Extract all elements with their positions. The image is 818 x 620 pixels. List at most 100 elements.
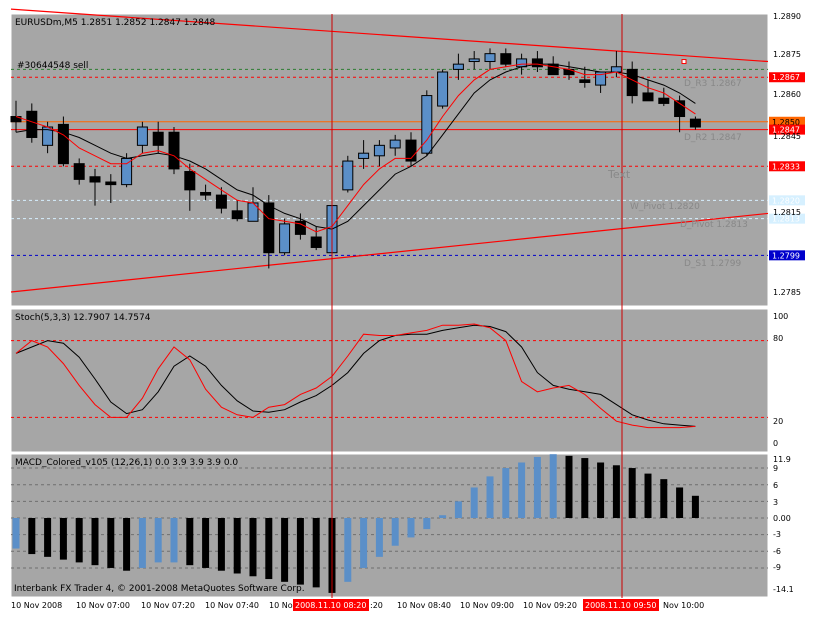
stoch-panel[interactable] <box>10 308 769 453</box>
bull-candle <box>358 152 370 159</box>
bull-candle <box>389 139 401 149</box>
macd-bar-up <box>549 454 557 518</box>
bear-candle <box>215 194 227 209</box>
macd-bar-down <box>107 518 115 568</box>
macd-bar-up <box>486 476 494 518</box>
macd-bar-up <box>454 501 462 518</box>
price-tag-label: 1.2867 <box>772 73 800 82</box>
price-axis-label: 1.2845 <box>773 132 801 141</box>
bear-candle <box>184 171 196 191</box>
bull-candle <box>136 126 148 146</box>
macd-bar-down <box>281 518 289 582</box>
bear-candle <box>689 118 701 128</box>
macd-bar-down <box>565 455 573 518</box>
macd-bar-down <box>265 518 273 580</box>
pivot-label-d-r3: D_R3 1.2867 <box>684 79 742 89</box>
price-panel[interactable] <box>10 13 769 307</box>
macd-bar-down <box>312 518 320 588</box>
bear-candle <box>579 79 591 83</box>
stoch-axis-label: 80 <box>773 334 783 343</box>
copyright-text: Interbank FX Trader 4, © 2001-2008 MetaQ… <box>14 584 305 594</box>
macd-axis-label: -14.1 <box>773 585 794 594</box>
price-axis-label: 1.2785 <box>773 288 801 297</box>
macd-axis-label: -9 <box>773 563 781 572</box>
macd-bar-down <box>202 518 210 568</box>
price-tag-label: 1.2833 <box>772 162 800 171</box>
macd-axis-label: 6 <box>773 481 778 490</box>
price-tag-label: 1.2847 <box>772 126 800 135</box>
bear-candle <box>642 92 654 102</box>
macd-bar-up <box>407 518 415 538</box>
macd-bar-up <box>502 468 510 518</box>
bear-candle <box>405 139 417 162</box>
bear-candle <box>674 100 686 118</box>
bull-candle <box>516 58 528 68</box>
bull-candle <box>421 95 433 154</box>
macd-bar-up <box>423 518 431 530</box>
macd-bar-up <box>375 518 383 557</box>
macd-bar-down <box>597 462 605 518</box>
moving-average-fast <box>15 63 696 233</box>
bear-candle <box>73 163 85 180</box>
price-tag-box <box>769 72 805 83</box>
macd-panel[interactable] <box>10 453 769 598</box>
bear-candle <box>500 53 512 65</box>
bear-candle <box>294 220 306 235</box>
bull-candle <box>121 157 133 186</box>
price-tag-box <box>769 250 805 261</box>
bull-candle <box>468 58 480 63</box>
price-tag-box <box>769 195 805 206</box>
macd-bar-down <box>75 518 83 563</box>
stoch-signal-line <box>15 324 696 427</box>
macd-bar-down <box>296 518 304 585</box>
bull-candle <box>373 144 385 157</box>
price-tag-box <box>769 161 805 172</box>
macd-bar-up <box>439 515 447 518</box>
macd-axis-label: 11.9 <box>773 455 791 464</box>
bear-candle <box>658 97 670 104</box>
bear-candle <box>200 191 212 196</box>
macd-bar-down <box>691 495 699 518</box>
trendline <box>10 212 769 293</box>
macd-bar-up <box>344 518 352 582</box>
price-panel-title: EURUSDm,M5 1.2851 1.2852 1.2847 1.2848 <box>15 18 216 28</box>
stoch-axis-label: 20 <box>773 417 783 426</box>
bear-candle <box>26 110 38 138</box>
macd-bar-down <box>186 518 194 566</box>
order-label: #30644548 sell <box>17 61 88 71</box>
pivot-label-d-pivot: D_Pivot 1.2813 <box>680 220 748 230</box>
macd-bar-down <box>59 518 67 560</box>
bull-candle <box>610 66 622 73</box>
price-tag-box <box>769 124 805 135</box>
bear-candle <box>57 123 69 165</box>
macd-bar-down <box>644 473 652 518</box>
time-axis-label: 10 Nov 2008 <box>11 601 62 610</box>
pivot-label-w-pivot: W_Pivot 1.2820 <box>630 202 700 212</box>
macd-bar-up <box>170 518 178 563</box>
bear-candle <box>105 181 117 186</box>
price-tag-box <box>769 116 805 127</box>
price-tag-label: 1.2813 <box>772 215 800 224</box>
macd-bar-down <box>660 479 668 518</box>
macd-bar-down <box>628 468 636 518</box>
price-axis-label: 1.2875 <box>773 50 801 59</box>
bear-candle <box>531 58 543 68</box>
macd-bar-down <box>612 465 620 518</box>
text-object[interactable]: Text <box>607 168 631 181</box>
macd-bar-down <box>217 518 225 571</box>
price-tag-label: 1.2799 <box>772 251 800 260</box>
bear-candle <box>231 210 243 220</box>
macd-bar-down <box>28 518 36 555</box>
time-axis-label: 10 Nov 07:20 <box>141 601 195 610</box>
pivot-label-d-r2: D_R2 1.2847 <box>684 133 742 143</box>
pivot-label-d-s1: D_S1 1.2799 <box>684 259 741 269</box>
price-axis-label: 1.2890 <box>773 12 801 21</box>
price-tag-label: 1.2820 <box>772 196 800 205</box>
bear-candle <box>310 236 322 248</box>
stoch-main-line <box>15 323 696 429</box>
time-axis-label: 10 Nov 07:40 <box>205 601 259 610</box>
time-axis-label: 10 Nov 07:00 <box>76 601 130 610</box>
time-axis-label: 10 Nov 09:00 <box>460 601 514 610</box>
price-tag-box <box>769 213 805 224</box>
